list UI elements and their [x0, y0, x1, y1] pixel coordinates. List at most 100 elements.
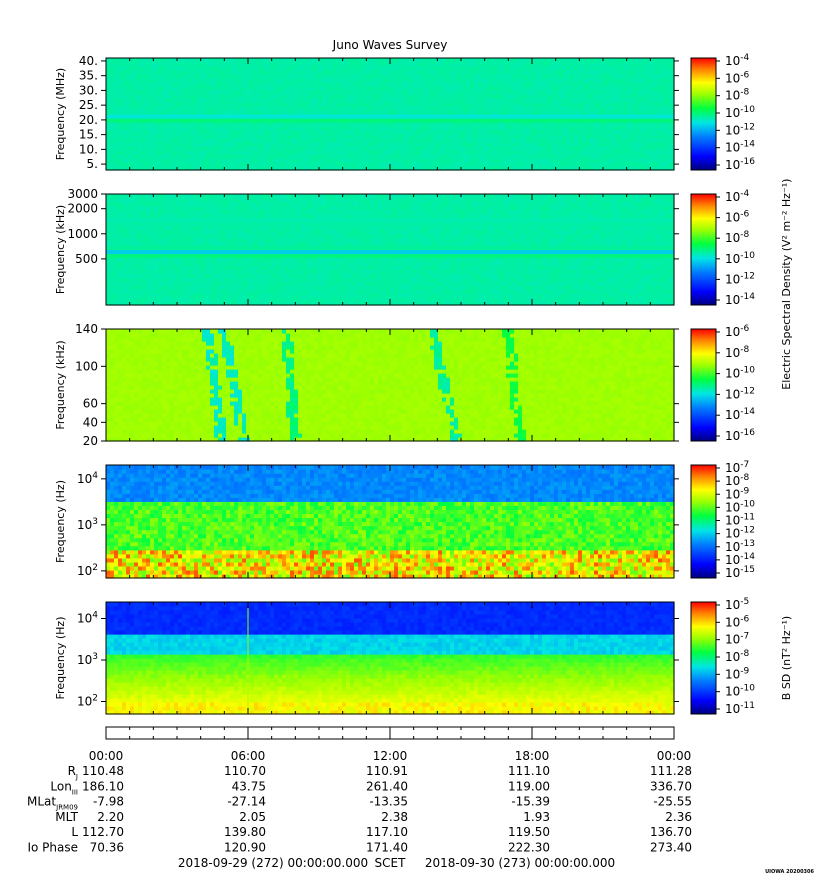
spectrogram-cell [610, 162, 615, 167]
spectrogram-cell [342, 166, 347, 171]
spectrogram-cell [454, 138, 459, 143]
spectrogram-cell [118, 285, 123, 290]
spectrogram-cell [482, 289, 487, 294]
spectrogram-cell [362, 134, 367, 139]
spectrogram-cell [486, 58, 491, 63]
spectrogram-cell [634, 78, 639, 83]
spectrogram-cell [454, 94, 459, 99]
spectrogram-cell [434, 150, 439, 155]
spectrogram-cell [586, 162, 591, 167]
spectrogram-cell [646, 162, 651, 167]
spectrogram-cell [642, 122, 647, 127]
spectrogram-cell [414, 289, 419, 294]
spectrogram-cell [514, 142, 519, 147]
spectrogram-cell [466, 138, 471, 143]
spectrogram-cell [594, 285, 599, 290]
spectrogram-cell [546, 82, 551, 87]
spectrogram-cell [370, 122, 375, 127]
spectrogram-cell [506, 106, 511, 111]
spectrogram-cell [162, 74, 167, 79]
spectrogram-cell [670, 82, 675, 87]
spectrogram-cell [182, 78, 187, 83]
spectrogram-cell [194, 86, 199, 91]
spectrogram-cell [258, 114, 263, 119]
spectrogram-cell [306, 82, 311, 87]
spectrogram-cell [642, 285, 647, 290]
spectrogram-cell [134, 102, 139, 107]
spectrogram-cell [138, 78, 143, 83]
spectrogram-cell [518, 146, 523, 151]
spectrogram-cell [658, 118, 663, 123]
spectrogram-cell [586, 110, 591, 115]
spectrogram-cell [526, 301, 531, 306]
spectrogram-cell [494, 66, 499, 71]
spectrogram-cell [486, 158, 491, 163]
spectrogram-cell [402, 58, 407, 63]
spectrogram-cell [246, 118, 251, 123]
spectrogram-cell [330, 158, 335, 163]
spectrogram-cell [582, 70, 587, 75]
spectrogram-cell [278, 297, 283, 302]
spectrogram-cell [566, 130, 571, 135]
spectrogram-cell [334, 122, 339, 127]
spectrogram-cell [150, 281, 155, 286]
spectrogram-cell [374, 281, 379, 286]
spectrogram-cell [570, 281, 575, 286]
spectrogram-cell [482, 162, 487, 167]
spectrogram-cell [346, 90, 351, 95]
spectrogram-cell [370, 114, 375, 119]
spectrogram-cell [378, 138, 383, 143]
spectrogram-cell [114, 106, 119, 111]
spectrogram-cell [298, 86, 303, 91]
spectrogram-cell [398, 130, 403, 135]
spectrogram-cell [510, 74, 515, 79]
spectrogram-cell [442, 118, 447, 123]
spectrogram-cell [390, 146, 395, 151]
spectrogram-cell [602, 130, 607, 135]
spectrogram-cell [214, 74, 219, 79]
spectrogram-cell [550, 281, 555, 286]
spectrogram-cell [466, 146, 471, 151]
spectrogram-cell [462, 293, 467, 298]
spectrogram-cell [126, 70, 131, 75]
spectrogram-cell [142, 102, 147, 107]
spectrogram-cell [670, 62, 675, 67]
spectrogram-cell [466, 154, 471, 159]
spectrogram-cell [506, 146, 511, 151]
spectrogram-cell [178, 166, 183, 171]
spectrogram-cell [366, 66, 371, 71]
spectrogram-cell [554, 150, 559, 155]
spectrogram-cell [106, 118, 111, 123]
spectrogram-cell [394, 134, 399, 139]
spectrogram-cell [186, 102, 191, 107]
spectrogram-cell [206, 166, 211, 171]
spectrogram-cell [378, 74, 383, 79]
spectrogram-cell [202, 114, 207, 119]
spectrogram-cell [138, 106, 143, 111]
spectrogram-cell [234, 158, 239, 163]
spectrogram-cell [258, 289, 263, 294]
spectrogram-cell [510, 146, 515, 151]
spectrogram-cell [226, 102, 231, 107]
spectrogram-cell [150, 82, 155, 87]
spectrogram-cell [450, 106, 455, 111]
spectrogram-cell [362, 86, 367, 91]
spectrogram-cell [414, 122, 419, 127]
spectrogram-cell [218, 166, 223, 171]
spectrogram-cell [166, 114, 171, 119]
spectrogram-cell [526, 82, 531, 87]
spectrogram-cell [170, 134, 175, 139]
spectrogram-cell [566, 281, 571, 286]
spectrogram-cell [518, 110, 523, 115]
spectrogram-cell [118, 289, 123, 294]
spectrogram-cell [506, 142, 511, 147]
spectrogram-cell [326, 78, 331, 83]
spectrogram-cell [578, 114, 583, 119]
spectrogram-cell [570, 86, 575, 91]
spectrogram-cell [378, 70, 383, 75]
spectrogram-cell [482, 293, 487, 298]
spectrogram-cell [294, 74, 299, 79]
spectrogram-cell [170, 106, 175, 111]
spectrogram-cell [334, 118, 339, 123]
spectrogram-cell [118, 86, 123, 91]
